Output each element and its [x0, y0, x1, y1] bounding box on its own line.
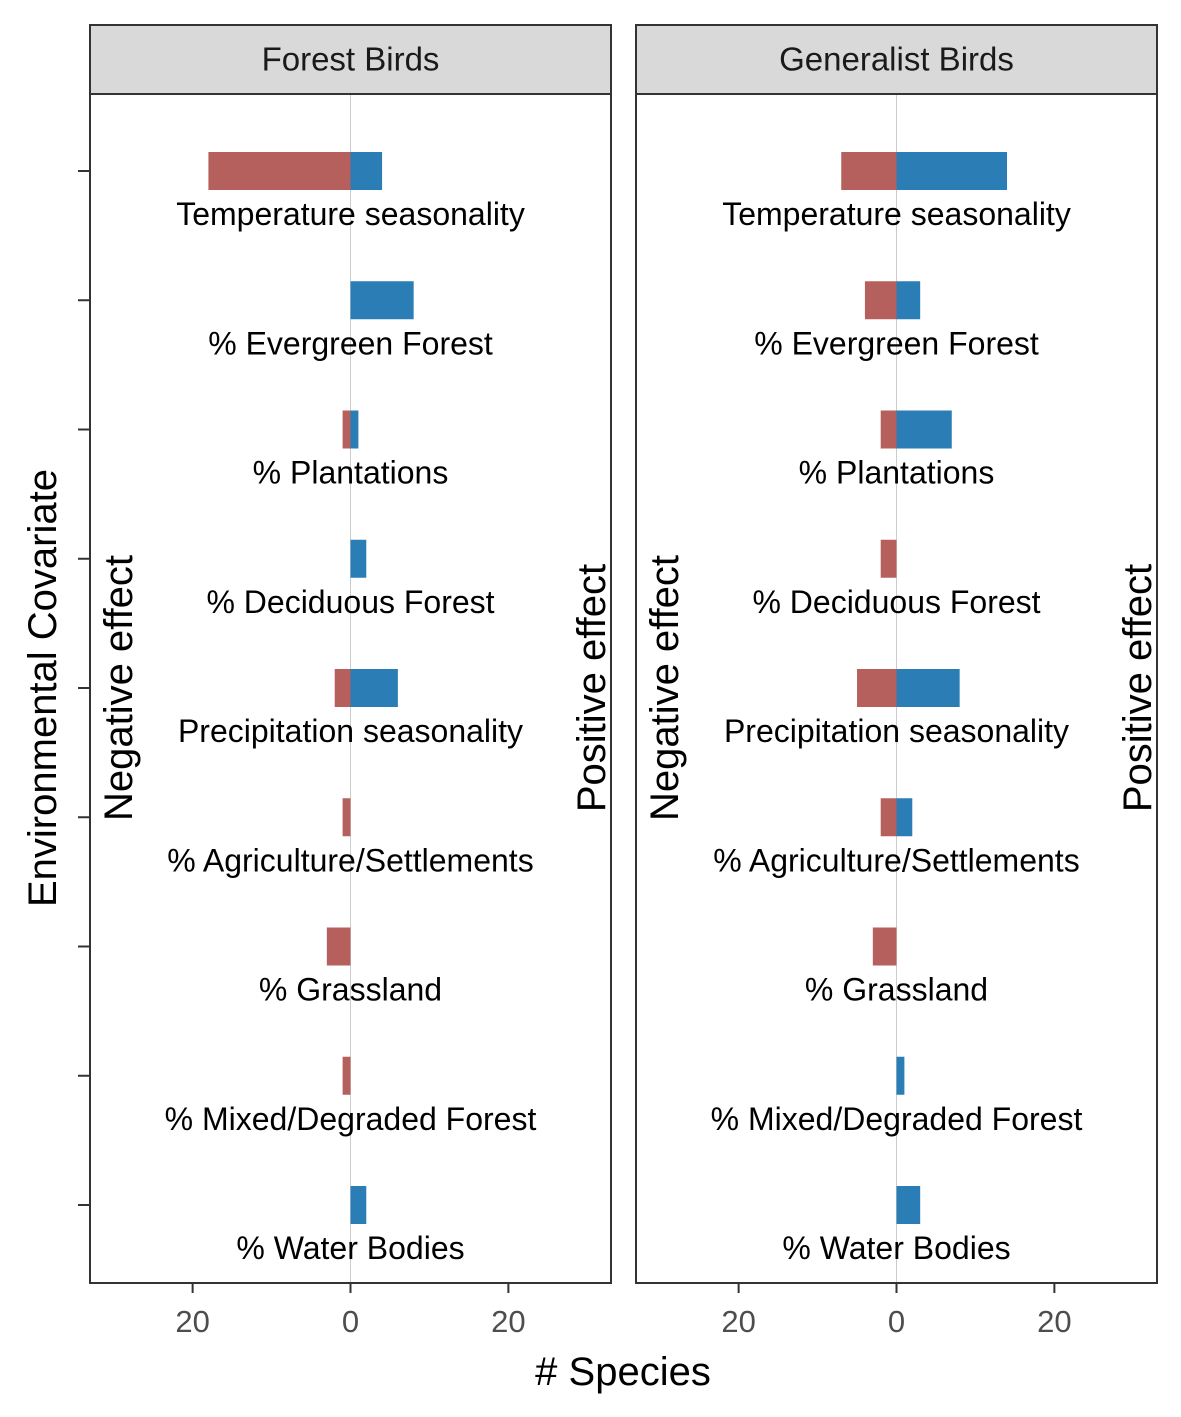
negative-bar [208, 152, 351, 190]
positive-bar [896, 798, 913, 837]
x-tick-label: 0 [888, 1304, 905, 1339]
negative-bar [872, 927, 897, 966]
category-label: Temperature seasonality [722, 196, 1071, 232]
category-label: % Water Bodies [236, 1230, 464, 1266]
positive-bar [896, 1056, 905, 1095]
positive-bar [350, 281, 414, 320]
category-label: % Grassland [259, 972, 442, 1008]
category-label: Temperature seasonality [176, 196, 525, 232]
category-label: Precipitation seasonality [724, 713, 1069, 749]
negative-effect-label: Negative effect [643, 555, 687, 821]
negative-bar [334, 669, 351, 707]
category-label: Precipitation seasonality [178, 713, 523, 749]
x-tick-label: 20 [1037, 1304, 1071, 1339]
positive-bar [350, 152, 383, 190]
category-label: % Agriculture/Settlements [713, 842, 1079, 878]
positive-bar [350, 539, 367, 578]
negative-bar [857, 669, 897, 707]
x-tick-label: 20 [175, 1304, 209, 1339]
category-label: % Deciduous Forest [752, 584, 1040, 620]
negative-effect-label: Negative effect [97, 555, 141, 821]
facet-strip [89, 24, 612, 95]
negative-bar [342, 410, 351, 449]
facet-title: Generalist Birds [779, 41, 1014, 78]
y-axis-title: Environmental Covariate [21, 469, 65, 907]
category-label: % Water Bodies [782, 1230, 1010, 1266]
positive-bar [896, 281, 921, 320]
category-label: % Plantations [799, 455, 995, 491]
negative-bar [326, 927, 351, 966]
positive-bar [350, 410, 359, 449]
facet-title: Forest Birds [262, 41, 440, 78]
positive-bar [896, 152, 1008, 190]
category-label: % Mixed/Degraded Forest [165, 1101, 537, 1137]
negative-bar [342, 1056, 351, 1095]
category-label: % Deciduous Forest [206, 584, 494, 620]
positive-bar [896, 669, 960, 707]
negative-bar [880, 539, 897, 578]
x-tick-label: 20 [721, 1304, 755, 1339]
negative-bar [841, 152, 897, 190]
positive-effect-label: Positive effect [1116, 564, 1160, 812]
x-tick-label: 0 [342, 1304, 359, 1339]
category-label: % Plantations [253, 455, 449, 491]
category-label: % Agriculture/Settlements [167, 842, 533, 878]
positive-effect-label: Positive effect [570, 564, 614, 812]
positive-bar [350, 1186, 367, 1224]
x-tick-label: 20 [491, 1304, 525, 1339]
category-label: % Grassland [805, 972, 988, 1008]
category-label: % Evergreen Forest [208, 325, 493, 361]
negative-bar [342, 798, 351, 837]
positive-bar [350, 669, 398, 707]
x-axis-title: # Species [535, 1350, 711, 1394]
category-label: % Mixed/Degraded Forest [711, 1101, 1083, 1137]
negative-bar [880, 798, 897, 837]
negative-bar [880, 410, 897, 449]
negative-bar [864, 281, 897, 320]
positive-bar [896, 1186, 921, 1224]
category-label: % Evergreen Forest [754, 325, 1039, 361]
positive-bar [896, 410, 952, 449]
